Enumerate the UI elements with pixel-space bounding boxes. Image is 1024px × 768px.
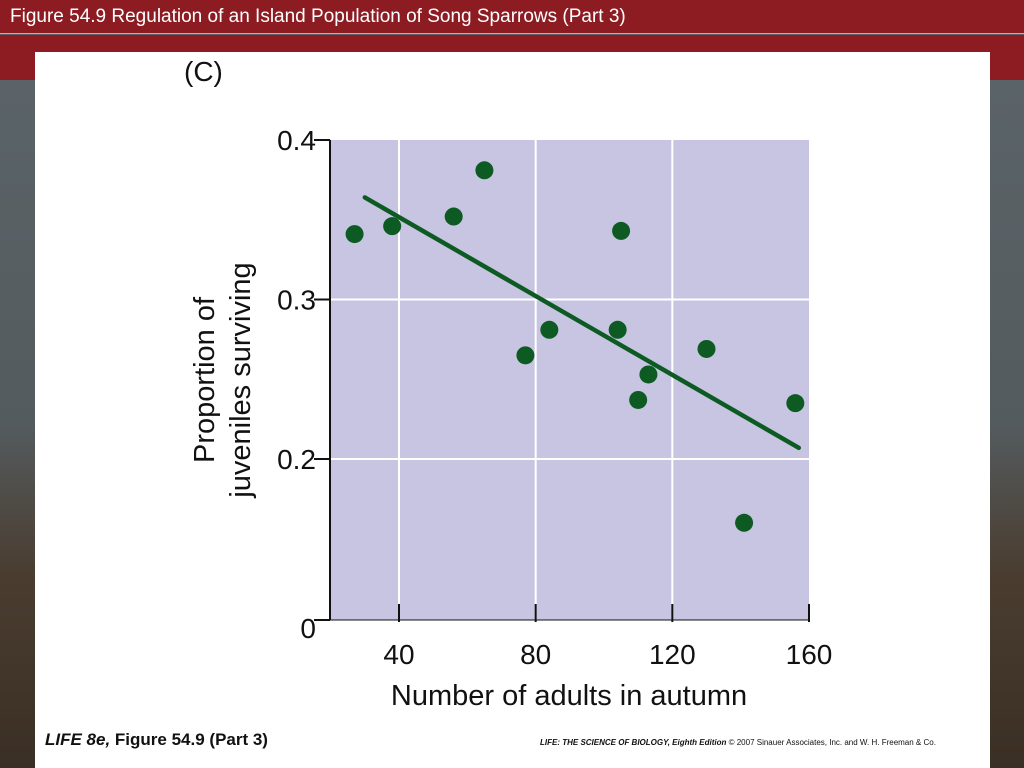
slide-title: Figure 54.9 Regulation of an Island Popu…	[10, 6, 626, 27]
data-point-9	[629, 390, 648, 409]
data-points	[345, 161, 805, 532]
background-right-strip	[990, 80, 1024, 768]
grid-lines	[330, 140, 809, 620]
background-left-strip	[0, 80, 35, 768]
x-tick-label-80: 80	[520, 639, 551, 670]
y-tick-label-0.3: 0.3	[277, 285, 316, 316]
x-axis-label: Number of adults in autumn	[391, 680, 747, 712]
regression-line	[362, 195, 801, 451]
y-tick-label-0.4: 0.4	[277, 125, 316, 156]
fit-line-layer	[362, 195, 801, 451]
data-point-10	[639, 365, 658, 384]
data-point-5	[516, 346, 535, 365]
footer-book-title: LIFE: THE SCIENCE OF BIOLOGY, Eighth Edi…	[540, 738, 727, 747]
footer-book-label: LIFE 8e, Figure 54.9 (Part 3)	[45, 730, 268, 750]
footer-copyright: LIFE: THE SCIENCE OF BIOLOGY, Eighth Edi…	[540, 738, 936, 747]
tick-labels: 40 80 120 160 0 0.2 0.3 0.4	[277, 125, 832, 670]
panel-label: (C)	[184, 56, 223, 87]
footer-book-edition: LIFE 8e,	[45, 730, 111, 749]
footer-figure-ref: Figure 54.9 (Part 3)	[114, 730, 268, 749]
slide-title-bar: Figure 54.9 Regulation of an Island Popu…	[0, 0, 1024, 34]
plot-area	[330, 140, 809, 620]
data-point-11	[697, 339, 716, 358]
data-point-8	[612, 221, 631, 240]
x-tick-label-120: 120	[649, 639, 696, 670]
data-point-4	[475, 161, 494, 180]
data-point-3	[444, 207, 463, 226]
footer-copyright-text: © 2007 Sinauer Associates, Inc. and W. H…	[728, 738, 936, 747]
data-point-12	[735, 513, 754, 532]
data-point-2	[383, 217, 402, 236]
x-tick-label-160: 160	[786, 639, 833, 670]
data-point-6	[540, 320, 559, 339]
axes	[314, 139, 810, 622]
y-axis-label-line2: juveniles surviving	[225, 262, 257, 498]
y-tick-label-0: 0	[300, 613, 316, 644]
y-axis-label-line1: Proportion of	[189, 296, 221, 463]
data-point-1	[345, 225, 364, 244]
data-point-7	[608, 320, 627, 339]
data-point-13	[786, 394, 805, 413]
x-tick-label-40: 40	[383, 639, 414, 670]
y-tick-label-0.2: 0.2	[277, 444, 316, 475]
